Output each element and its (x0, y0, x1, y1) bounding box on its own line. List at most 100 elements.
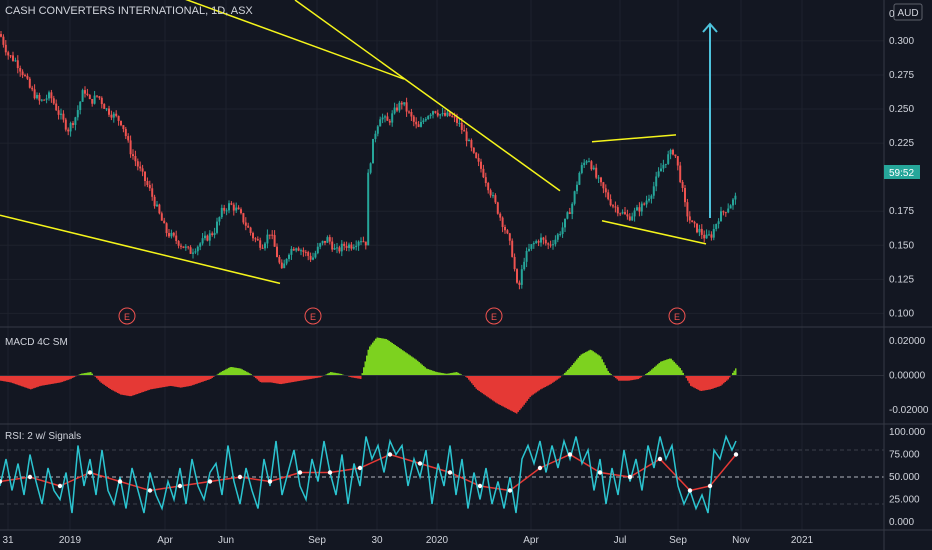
rsi-signal-dot (207, 479, 213, 484)
candle-body (307, 252, 310, 256)
candle-body (607, 192, 610, 200)
candle-body (532, 243, 535, 245)
candle-body (7, 52, 10, 56)
candle-body (16, 60, 19, 69)
macd-bar (430, 370, 432, 376)
candle-body (364, 241, 367, 246)
macd-bar (285, 375, 287, 384)
macd-bar (726, 375, 728, 381)
macd-bar (199, 375, 201, 383)
candle-body (160, 213, 163, 221)
candle-body (621, 212, 624, 214)
candle-body (86, 93, 89, 95)
macd-bar (570, 366, 572, 376)
candle-body (50, 92, 53, 99)
macd-bar (24, 375, 26, 388)
macd-pane[interactable] (0, 337, 884, 414)
macd-bar (22, 375, 24, 387)
macd-bar (163, 375, 165, 388)
macd-bar (355, 375, 357, 379)
candle-body (79, 101, 82, 111)
candle-body (410, 111, 413, 117)
macd-bar (69, 375, 71, 380)
symbol-title: CASH CONVERTERS INTERNATIONAL, 1D, ASX (5, 5, 253, 17)
candle-body (146, 181, 149, 185)
candle-body (626, 214, 629, 217)
time-tick-label: Apr (157, 535, 173, 546)
macd-bar (447, 373, 449, 376)
candle-body (388, 120, 391, 123)
candle-body (453, 116, 456, 118)
candle-body (124, 128, 127, 137)
macd-bar (657, 364, 659, 376)
price-tick-label: 0.150 (889, 240, 914, 251)
macd-bar (153, 375, 155, 389)
price-tick-label: 0.125 (889, 274, 914, 285)
macd-bar (520, 375, 522, 409)
macd-bar (328, 372, 330, 376)
macd-bar (168, 375, 170, 387)
macd-bar (391, 342, 393, 376)
candle-body (280, 262, 283, 269)
macd-bar (538, 375, 540, 391)
macd-bar (687, 375, 689, 381)
candle-body (4, 44, 7, 53)
candle-body (412, 116, 415, 122)
macd-bar (234, 367, 236, 376)
candle-body (633, 210, 636, 217)
candle-body (420, 121, 422, 127)
macd-bar (111, 375, 113, 390)
macd-bar (295, 375, 297, 382)
macd-bar (681, 370, 683, 376)
macd-bar (186, 375, 188, 387)
candle-body (28, 78, 31, 88)
macd-bar (495, 375, 497, 403)
macd-bar (469, 375, 471, 382)
candle-body (376, 126, 379, 134)
candle-body (484, 177, 487, 184)
macd-tick-label: -0.02000 (889, 405, 929, 416)
candle-body (158, 204, 161, 214)
candle-body (573, 191, 576, 204)
macd-bar (282, 375, 284, 384)
candle-body (499, 213, 502, 218)
candle-body (655, 176, 658, 187)
macd-bar (79, 374, 81, 376)
candle-body (103, 104, 106, 109)
currency-badge[interactable]: AUD (893, 3, 923, 21)
macd-bar (565, 371, 567, 376)
candle-body (319, 243, 322, 247)
macd-bar (478, 375, 480, 392)
candle-body (489, 190, 492, 196)
macd-bar (277, 375, 279, 384)
rsi-pane[interactable] (0, 434, 884, 514)
candle-body (672, 149, 674, 155)
macd-bar (283, 375, 285, 384)
macd-bar (333, 372, 335, 376)
macd-bar (7, 375, 9, 382)
macd-bar (96, 375, 98, 379)
macd-bar (586, 351, 588, 376)
macd-bar (397, 347, 399, 376)
time-tick-label: Sep (669, 535, 687, 546)
grid (0, 0, 884, 530)
macd-bar (721, 375, 723, 385)
price-tick-label: 0.300 (889, 36, 914, 47)
macd-bar (420, 363, 422, 376)
candle-body (199, 243, 202, 247)
macd-bar (649, 370, 651, 376)
macd-bar (553, 375, 555, 382)
candle-body (494, 195, 497, 203)
candle-body (84, 90, 86, 94)
macd-bar (487, 375, 489, 398)
earnings-marker-label: E (674, 312, 680, 322)
macd-bar (627, 375, 629, 381)
time-tick-label: Sep (308, 535, 326, 546)
macd-bar (249, 373, 251, 376)
macd-bar (340, 373, 342, 376)
macd-bar (616, 375, 618, 380)
candle-body (645, 200, 648, 205)
